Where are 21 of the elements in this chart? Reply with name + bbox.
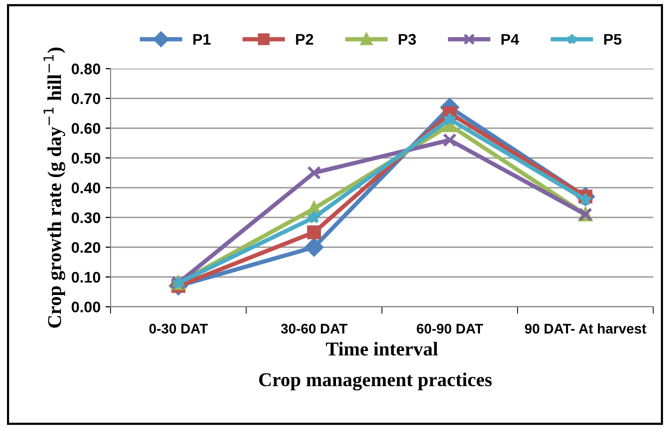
y-tick-label: 0.00 — [72, 302, 100, 312]
x-tick-label: 60-90 DAT — [416, 324, 484, 334]
text: Crop management practices — [259, 372, 492, 390]
x-axis-title: Time interval — [326, 342, 438, 356]
x-tick-label: 0-30 DAT — [149, 324, 208, 334]
legend-label: P3 — [398, 34, 416, 45]
y-tick-label: 0.80 — [72, 64, 100, 74]
legend-label: P4 — [502, 34, 520, 45]
x-tick-label: 90 DAT- At harvest — [524, 323, 646, 334]
y-tick-label: 0.70 — [72, 93, 100, 104]
legend-label: P5 — [604, 34, 622, 45]
legend-label: P1 — [193, 34, 211, 45]
y-tick-label: 0.30 — [72, 212, 100, 224]
y-tick-label: 0.10 — [72, 272, 100, 283]
y-axis-title: Crop growth rate (g day$^{−1}$ hill$^{−1}$) — [44, 48, 66, 328]
x-tick-label: 30-60 DAT — [280, 324, 348, 334]
y-tick-label: 0.20 — [72, 242, 100, 253]
legend-label: P2 — [296, 34, 314, 45]
y-tick-label: 0.60 — [72, 123, 100, 134]
y-tick-label: 0.40 — [72, 182, 100, 194]
y-tick-label: 0.50 — [72, 152, 100, 164]
